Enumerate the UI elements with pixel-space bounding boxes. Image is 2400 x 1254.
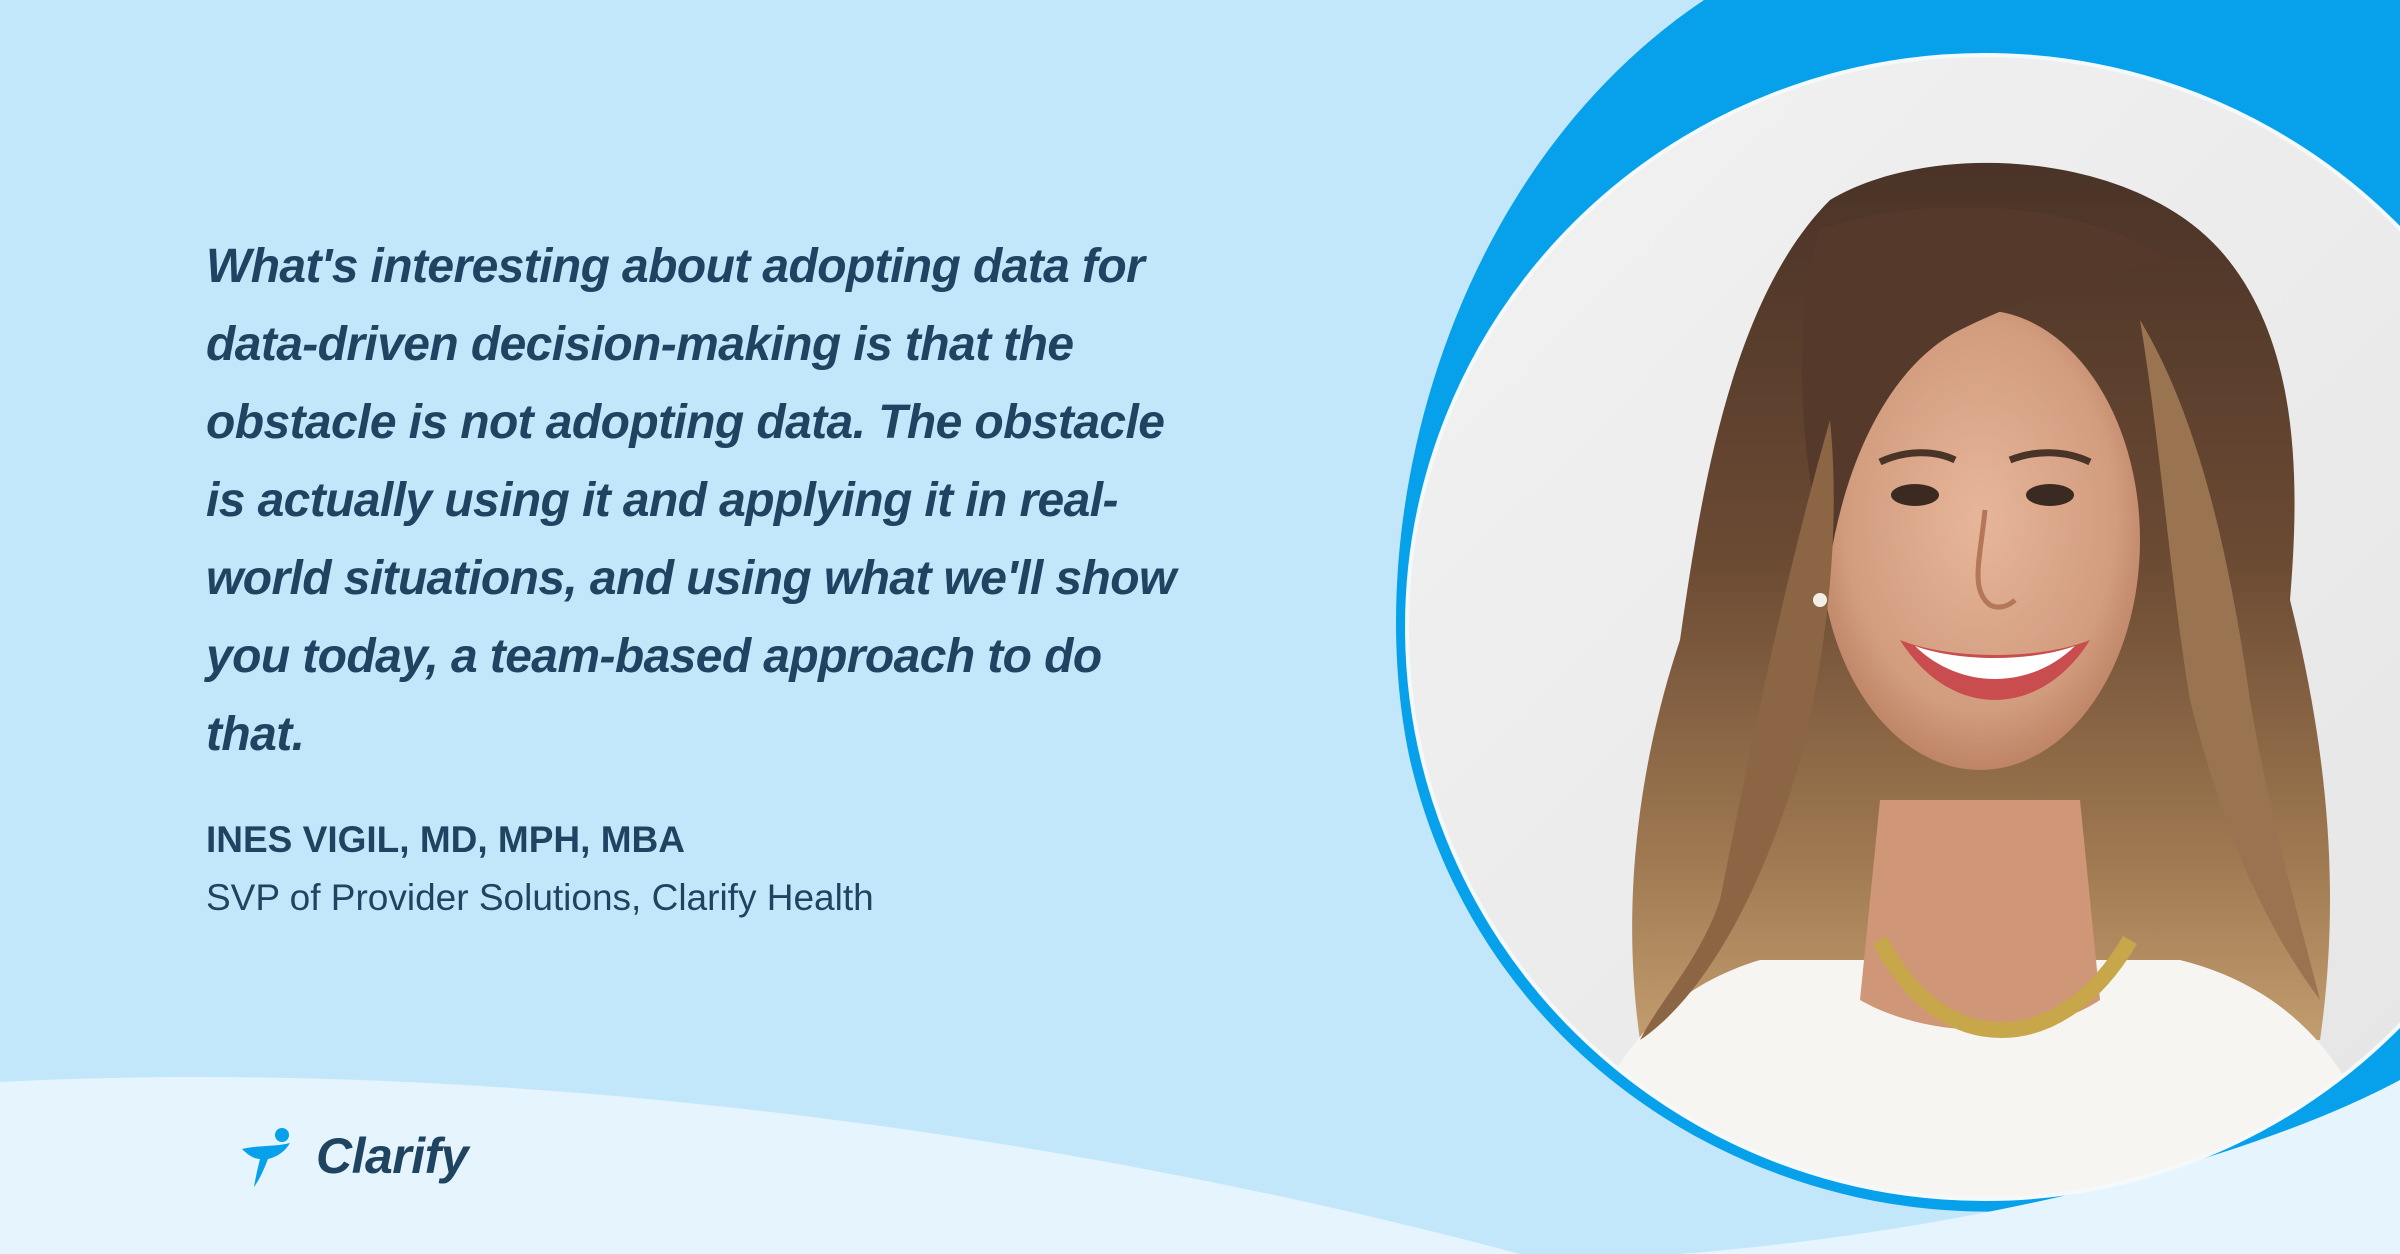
quote-line: world situations, and using what we'll s…: [206, 552, 1176, 605]
clarify-figure-icon: [242, 1128, 290, 1187]
quote-line: What's interesting about adopting data f…: [206, 240, 1145, 293]
speaker-role: SVP of Provider Solutions, Clarify Healt…: [206, 877, 874, 918]
brand-name: Clarify: [316, 1128, 469, 1184]
corner-wave: [1680, 1080, 2400, 1254]
portrait-photo: [1407, 55, 2400, 1199]
quote-line: obstacle is not adopting data. The obsta…: [206, 396, 1165, 449]
bottom-wave: [0, 1077, 1520, 1254]
quote-text: What's interesting about adopting data f…: [206, 228, 1286, 774]
quote-line: data-driven decision-making is that the: [206, 318, 1074, 371]
speaker-name: INES VIGIL, MD, MPH, MBA: [206, 819, 685, 860]
clarify-logo: Clarify: [238, 1116, 469, 1196]
quote-line: that.: [206, 708, 305, 761]
quote-line: you today, a team-based approach to do: [206, 630, 1102, 683]
quote-line: is actually using it and applying it in …: [206, 474, 1118, 527]
